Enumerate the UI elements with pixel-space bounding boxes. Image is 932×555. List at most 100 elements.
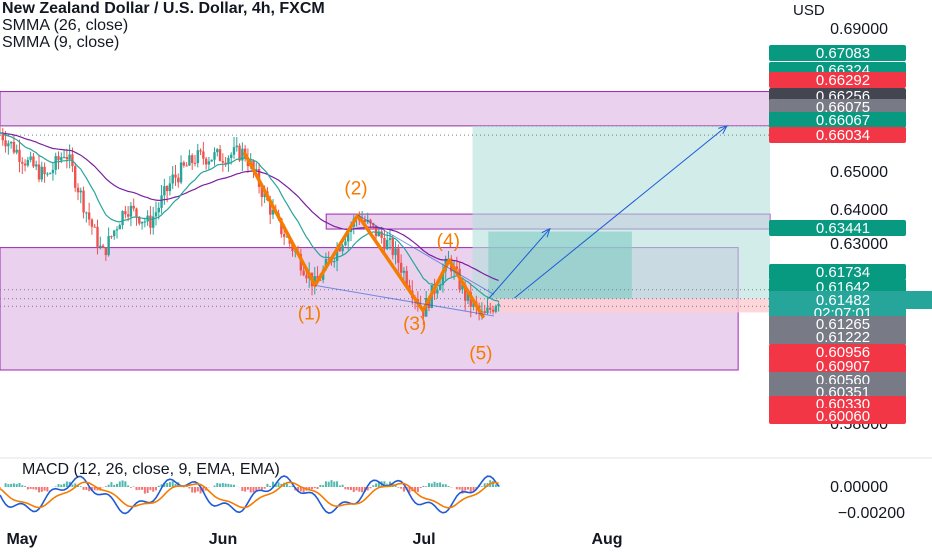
position-partial-target-area (488, 232, 632, 299)
macd-histogram-bar (222, 483, 224, 487)
candle-up (236, 146, 238, 148)
macd-histogram-bar (60, 485, 62, 487)
price-badge-text: 0.67083 (816, 45, 870, 62)
candle-up (172, 175, 174, 184)
candle-down (66, 157, 68, 159)
candle-up (27, 160, 29, 166)
macd-histogram-bar (311, 487, 313, 489)
wave-label-1: (1) (298, 304, 321, 325)
macd-histogram-bar (149, 487, 151, 490)
symbol-title[interactable]: New Zealand Dollar / U.S. Dollar, 4h, FX… (2, 0, 325, 17)
time-tick: Jul (412, 531, 435, 548)
candle-up (155, 212, 157, 216)
candle-down (57, 156, 59, 160)
candle-down (202, 151, 204, 158)
candle-up (341, 245, 343, 251)
candle-down (149, 216, 151, 228)
candle-down (32, 156, 34, 166)
price-badge-text: 0.60060 (816, 408, 870, 425)
wave-label-4: (4) (437, 231, 460, 252)
macd-histogram-bar (227, 484, 229, 487)
candle-down (88, 212, 90, 219)
candle-down (489, 308, 491, 310)
macd-histogram-bar (286, 484, 288, 487)
macd-histogram-bar (38, 487, 40, 492)
macd-histogram-bar (7, 484, 9, 487)
macd-histogram-bar (130, 487, 132, 488)
candle-up (113, 231, 115, 237)
macd-histogram-bar (66, 481, 68, 487)
candle-up (16, 150, 18, 153)
macd-histogram-bar (85, 487, 87, 490)
macd-histogram-bar (436, 483, 438, 487)
macd-histogram-bar (63, 484, 65, 487)
candle-down (177, 178, 179, 183)
macd-histogram-bar (319, 485, 321, 487)
candle-down (305, 275, 307, 278)
macd-histogram-bar (244, 487, 246, 492)
macd-histogram-bar (169, 482, 171, 487)
macd-histogram-bar (342, 485, 344, 487)
candle-down (21, 162, 23, 164)
macd-histogram-bar (431, 483, 433, 487)
macd-histogram-bar (358, 487, 360, 492)
candle-up (436, 290, 438, 293)
candle-down (38, 165, 40, 180)
macd-histogram-bar (24, 486, 26, 487)
candle-down (4, 140, 6, 146)
candle-down (18, 150, 20, 162)
currency-label: USD (793, 2, 825, 19)
macd-histogram-bar (57, 484, 59, 487)
candle-down (24, 164, 26, 166)
smma26-legend[interactable]: SMMA (26, close) (2, 17, 325, 34)
price-badge-text: 0.66292 (816, 72, 870, 89)
candle-up (121, 211, 123, 225)
macd-histogram-bar (10, 484, 12, 487)
price-tick: 0.65000 (830, 164, 888, 181)
candle-down (127, 214, 129, 216)
candle-up (230, 155, 232, 158)
macd-histogram-bar (230, 484, 232, 487)
candle-down (124, 211, 126, 214)
macd-histogram-bar (434, 482, 436, 487)
macd-histogram-bar (417, 487, 419, 492)
macd-histogram-bar (325, 481, 327, 487)
macd-histogram-bar (55, 486, 57, 487)
candle-up (163, 186, 165, 195)
candle-up (116, 229, 118, 230)
macd-histogram-bar (322, 485, 324, 487)
price-tick: 0.64000 (830, 202, 888, 219)
candle-up (68, 154, 70, 159)
macd-histogram-bar (330, 480, 332, 487)
macd-histogram-bar (225, 484, 227, 487)
macd-histogram-bar (35, 487, 37, 490)
macd-histogram-bar (116, 484, 118, 487)
macd-legend[interactable]: MACD (12, 26, close, 9, EMA, EMA) (22, 461, 280, 479)
macd-histogram-bar (361, 487, 363, 492)
smma9-legend[interactable]: SMMA (9, close) (2, 34, 325, 51)
candle-up (10, 142, 12, 143)
macd-histogram-bar (252, 487, 254, 492)
macd-histogram-bar (289, 486, 291, 487)
price-badge-text: 0.63441 (816, 220, 870, 237)
time-tick: May (6, 531, 37, 548)
macd-histogram-bar (194, 487, 196, 493)
candle-up (35, 165, 37, 167)
macd-histogram-bar (439, 482, 441, 487)
macd-histogram-bar (197, 487, 199, 491)
macd-histogram-bar (459, 487, 461, 490)
macd-histogram-bar (250, 487, 252, 493)
candle-up (386, 240, 388, 249)
candle-up (389, 238, 391, 240)
macd-histogram-bar (30, 487, 32, 489)
macd-histogram-bar (350, 487, 352, 490)
candle-up (394, 248, 396, 255)
macd-histogram-bar (347, 487, 349, 490)
macd-histogram-bar (425, 486, 427, 487)
candle-up (158, 208, 160, 212)
candle-up (169, 183, 171, 191)
macd-histogram-bar (5, 483, 7, 487)
candle-down (205, 159, 207, 165)
macd-histogram-bar (495, 485, 497, 487)
candle-up (52, 170, 54, 173)
